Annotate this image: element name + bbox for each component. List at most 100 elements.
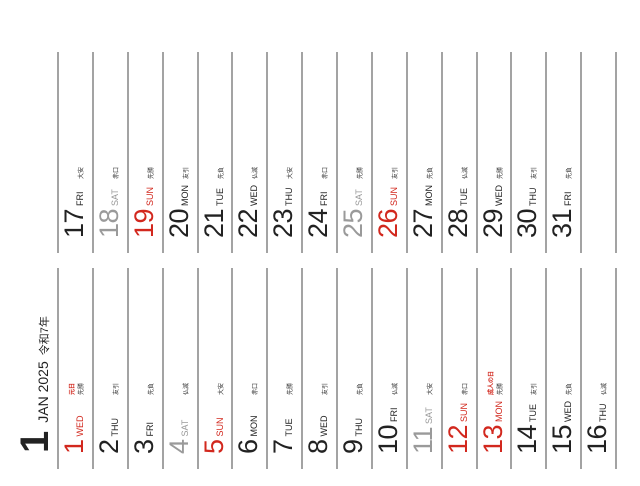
rokuyo-label: 赤口 [462,382,469,395]
day-main: 2 THU [94,418,130,454]
day-number: 15 [547,424,578,454]
divider-line [475,52,478,253]
day-number: 8 [303,439,334,454]
day-main: 17 FRI [59,191,95,238]
day-cell: 14 TUE 友引 [512,268,547,469]
divider-line [545,268,548,469]
rokuyo-label: 友引 [532,382,539,395]
day-cell-rotated: 22 WED 仏滅 [233,52,268,253]
day-of-week: MON [493,400,504,422]
day-number: 26 [372,208,403,238]
holiday-name: 成人の日 [488,370,495,395]
divider-line [301,52,304,253]
day-cell: 21 TUE 先負 [199,52,234,253]
day-cell: 22 WED 仏滅 [233,52,268,253]
day-main: 6 MON [233,415,269,454]
day-cell-rotated: 14 TUE 友引 [512,268,547,469]
divider-line [336,268,338,469]
day-cell-rotated: 15 WED 先負 [547,268,582,469]
divider-line [440,268,443,469]
day-of-week: WED [319,415,330,437]
day-cell: 26 SUN 友引 [373,52,408,253]
day-cell: 15 WED 先負 [547,268,582,469]
day-cell-rotated: 1 WED 元日 先勝 [59,268,94,469]
day-cell-rotated: 13 MON 成人の日 先勝 [478,268,513,469]
divider-line [126,268,129,469]
divider-line [580,52,583,253]
era-year: 令和7年 [39,316,51,356]
day-main: 24 FRI [303,191,339,238]
divider-line [475,268,478,469]
day-of-week: THU [109,417,120,437]
day-main: 1 WED [59,415,95,454]
day-of-week: WED [249,184,260,206]
day-cell: 20 MON 友引 [164,52,199,253]
day-cell-rotated: 20 MON 友引 [164,52,199,253]
divider-line [301,268,304,469]
day-number: 27 [407,208,438,238]
rokuyo-label: 大安 [288,166,295,179]
divider-line [440,52,443,253]
day-number: 29 [477,208,508,238]
day-cell: 3 FRI 先負 [129,268,164,469]
day-number: 21 [198,208,229,238]
divider-line [266,52,269,253]
rokuyo-label: 仏滅 [602,382,609,395]
day-cell: 18 SAT 赤口 [94,52,129,253]
day-cell-rotated: 26 SUN 友引 [373,52,408,253]
day-number: 1 [59,439,89,454]
day-cell: 12 SUN 赤口 [443,268,478,469]
day-main: 22 WED [233,185,269,238]
day-of-week: SUN [388,186,399,206]
day-of-week: FRI [144,421,155,437]
day-main: 13 MON [478,401,514,454]
month-header: 1 JAN 2025 令和7年 [13,268,58,469]
day-main: 7 TUE [268,418,304,454]
day-number: 12 [442,424,473,454]
day-main: 20 MON [164,185,200,238]
day-number: 2 [93,439,124,454]
divider-line [266,268,269,469]
day-cell: 17 FRI 大安 [59,52,94,253]
day-of-week: TUE [458,187,469,206]
rokuyo-label: 仏滅 [183,382,190,395]
day-number: 17 [59,208,89,238]
day-of-week: TUE [284,418,295,437]
day-cell: 4 SAT 仏滅 [164,268,199,469]
day-main: 10 FRI [373,407,409,454]
rokuyo-label: 先勝 [288,382,295,395]
day-cell-rotated: 21 TUE 先負 [199,52,234,253]
day-of-week: MON [249,415,260,437]
rokuyo-label: 大安 [427,382,434,395]
day-of-week: SAT [423,407,434,424]
day-main: 28 TUE [443,188,479,238]
divider-line [615,52,617,253]
day-cell: 13 MON 成人の日 先勝 [478,268,513,469]
divider-line [196,52,199,253]
day-cell-rotated: 10 FRI 仏滅 [373,268,408,469]
day-main: 29 WED [478,185,514,238]
day-of-week: TUE [528,403,539,422]
rokuyo-label: 先勝 [358,166,364,179]
day-main: 23 THU [268,187,304,238]
day-cell: 10 FRI 仏滅 [373,268,408,469]
day-of-week: SAT [179,419,190,437]
day-of-week: FRI [319,191,330,206]
divider-line [231,52,234,253]
rokuyo-label: 大安 [218,382,225,395]
rokuyo-label: 赤口 [323,166,330,179]
rokuyo-label: 仏滅 [253,166,260,179]
day-number: 5 [198,439,229,454]
day-number: 22 [233,208,264,238]
day-of-week: FRI [563,191,574,206]
rokuyo-label: 先勝 [497,382,504,395]
day-main: 30 THU [512,187,548,238]
divider-line [615,268,617,469]
day-main: 15 WED [547,401,583,454]
rokuyo-label: 仏滅 [462,166,469,179]
day-cell: 24 FRI 赤口 [303,52,338,253]
rokuyo-label: 先負 [567,382,574,395]
day-number: 6 [233,439,264,454]
day-main: 31 FRI [547,191,583,238]
divider-line [370,268,373,469]
